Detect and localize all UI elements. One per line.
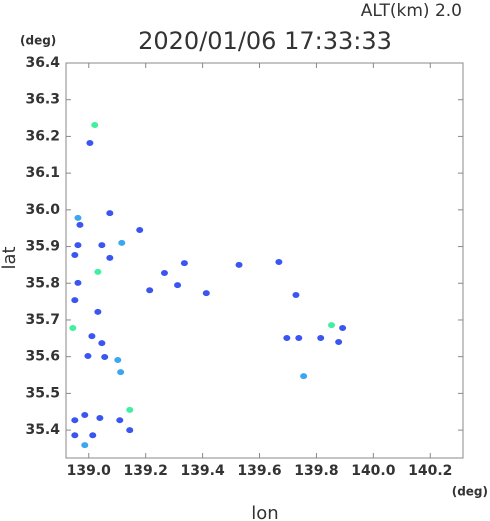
- echo-point: [106, 210, 114, 217]
- echo-point: [126, 427, 134, 434]
- echo-point: [117, 369, 125, 376]
- echo-point: [295, 334, 303, 341]
- echo-point: [71, 432, 79, 439]
- echo-point: [81, 412, 89, 419]
- echo-point: [146, 287, 154, 294]
- echo-point: [160, 269, 168, 276]
- x-tick-label: 139.6: [237, 463, 281, 479]
- altitude-label: ALT(km) 2.0: [361, 1, 462, 21]
- echo-point: [180, 260, 188, 267]
- echo-point: [114, 356, 122, 363]
- echo-point: [71, 417, 79, 424]
- y-tick-label: 35.7: [25, 312, 60, 328]
- echo-point: [71, 297, 79, 304]
- echo-point: [235, 261, 243, 268]
- echo-point: [94, 308, 102, 315]
- x-tick-label: 140.2: [408, 463, 452, 479]
- y-tick-label: 36.3: [25, 92, 60, 108]
- y-tick-label: 35.9: [25, 239, 60, 255]
- x-tick-label: 139.0: [67, 463, 112, 479]
- echo-point: [74, 279, 82, 286]
- echo-point: [174, 282, 182, 289]
- x-tick-label: 140.0: [351, 463, 396, 479]
- echo-point: [339, 325, 347, 332]
- x-tick-label: 139.2: [124, 463, 168, 479]
- y-unit: (deg): [20, 34, 56, 48]
- plot-frame: [65, 62, 464, 459]
- y-tick-label: 35.6: [25, 349, 60, 365]
- echo-point: [76, 221, 84, 228]
- x-unit: (deg): [452, 485, 488, 499]
- echo-point: [292, 292, 300, 299]
- echo-point: [101, 354, 109, 361]
- echo-point: [84, 352, 92, 359]
- echo-point: [69, 325, 77, 332]
- y-tick-label: 36.2: [25, 128, 60, 144]
- echo-point: [106, 254, 114, 261]
- x-tick-label: 139.4: [180, 463, 225, 479]
- echo-point: [86, 140, 94, 147]
- echo-point: [328, 322, 336, 329]
- y-tick-label: 36.0: [25, 202, 60, 218]
- echo-point: [89, 432, 97, 439]
- echo-point: [88, 333, 96, 340]
- echo-point: [98, 242, 106, 249]
- echo-point: [116, 417, 124, 424]
- y-tick-label: 36.1: [25, 165, 60, 181]
- echo-point: [300, 373, 308, 380]
- echo-point: [118, 239, 126, 246]
- echo-point: [94, 268, 102, 275]
- echo-point: [96, 414, 104, 421]
- echo-point: [136, 227, 144, 234]
- echo-point: [98, 340, 106, 347]
- x-tick-label: 139.8: [294, 463, 338, 479]
- y-tick-label: 35.4: [25, 422, 60, 438]
- echo-point: [74, 242, 82, 249]
- echo-point: [126, 406, 134, 413]
- echo-point: [275, 258, 283, 265]
- echo-point: [335, 338, 343, 345]
- echo-point: [202, 290, 210, 297]
- echo-point: [317, 334, 325, 341]
- y-tick-label: 36.4: [25, 55, 60, 71]
- y-tick-label: 35.8: [25, 275, 60, 291]
- echo-point: [71, 251, 79, 258]
- y-tick-label: 35.5: [25, 385, 60, 401]
- echo-point: [81, 442, 89, 449]
- y-axis-label: lat: [0, 246, 20, 269]
- echo-point: [283, 334, 291, 341]
- echo-point: [91, 122, 99, 129]
- chart-title: 2020/01/06 17:33:33: [138, 27, 392, 55]
- x-axis-label: lon: [251, 503, 278, 521]
- echo-point: [74, 214, 82, 221]
